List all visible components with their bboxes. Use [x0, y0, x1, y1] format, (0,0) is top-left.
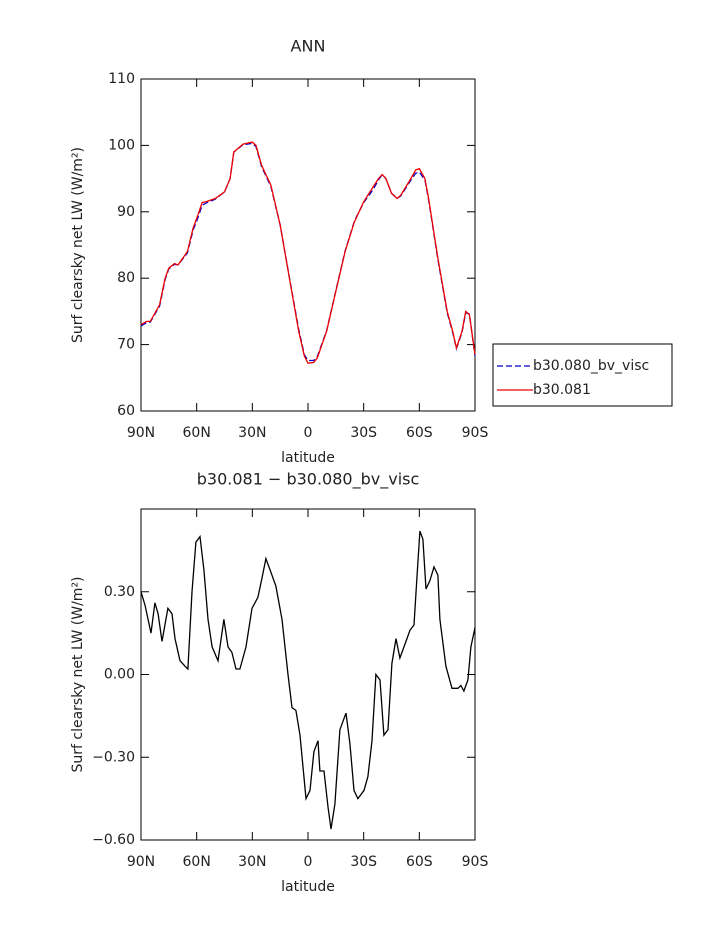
- chart-title: ANN: [291, 37, 326, 56]
- x-tick-label: 90S: [462, 425, 489, 441]
- y-tick-label: 70: [117, 337, 135, 353]
- legend-label: b30.081: [533, 382, 591, 398]
- data-line: [140, 141, 476, 364]
- x-tick-label: 90N: [127, 425, 155, 441]
- x-tick-label: 30N: [238, 854, 266, 870]
- legend-label: b30.080_bv_visc: [533, 358, 649, 374]
- plot-frame: [140, 508, 476, 841]
- plot-frame: [140, 78, 476, 412]
- x-tick-label: 60N: [183, 425, 211, 441]
- y-tick-label: 100: [108, 137, 135, 153]
- y-tick-label: 80: [117, 270, 135, 286]
- x-tick-label: 90S: [462, 854, 489, 870]
- chart-title: b30.081 − b30.080_bv_visc: [197, 470, 420, 490]
- x-tick-label: 30N: [238, 425, 266, 441]
- x-tick-label: 90N: [127, 854, 155, 870]
- y-tick-label: −0.30: [92, 749, 135, 765]
- data-line: [140, 530, 476, 830]
- y-tick-label: 0.30: [104, 584, 135, 600]
- x-axis-label: latitude: [281, 450, 335, 466]
- y-tick-label: 90: [117, 204, 135, 220]
- x-axis-label: latitude: [281, 879, 335, 895]
- x-tick-label: 0: [304, 425, 313, 441]
- y-axis-label: Surf clearsky net LW (W/m²): [70, 576, 86, 772]
- legend: b30.080_bv_visc b30.081: [492, 343, 673, 407]
- x-tick-label: 30S: [350, 854, 377, 870]
- y-axis-label: Surf clearsky net LW (W/m²): [70, 147, 86, 343]
- x-tick-label: 0: [304, 854, 313, 870]
- x-tick-label: 30S: [350, 425, 377, 441]
- x-tick-label: 60N: [183, 854, 211, 870]
- legend-box: [492, 343, 673, 407]
- y-tick-label: 110: [108, 71, 135, 87]
- y-tick-label: −0.60: [92, 832, 135, 848]
- x-tick-label: 60S: [406, 425, 433, 441]
- y-tick-label: 60: [117, 403, 135, 419]
- y-tick-label: 0.00: [104, 667, 135, 683]
- data-line: [140, 142, 476, 362]
- x-tick-label: 60S: [406, 854, 433, 870]
